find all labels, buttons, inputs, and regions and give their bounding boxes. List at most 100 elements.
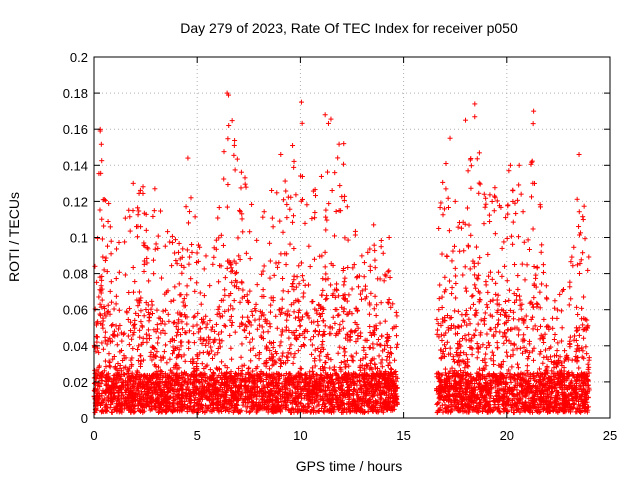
data-point xyxy=(113,301,119,307)
data-point xyxy=(191,340,197,346)
data-point xyxy=(108,279,114,285)
data-point xyxy=(299,273,305,279)
data-point xyxy=(551,337,557,343)
data-point xyxy=(180,246,186,252)
data-point xyxy=(122,272,128,278)
data-point xyxy=(573,348,579,354)
data-point xyxy=(345,237,351,243)
data-point xyxy=(239,216,245,222)
data-point xyxy=(449,285,455,291)
data-point xyxy=(495,345,501,351)
data-point xyxy=(267,275,273,281)
data-point xyxy=(261,209,267,215)
data-point xyxy=(119,409,125,415)
data-point xyxy=(477,255,483,261)
data-point xyxy=(368,332,374,338)
data-point xyxy=(277,364,283,370)
data-point xyxy=(486,342,492,348)
data-point xyxy=(267,324,273,330)
data-point xyxy=(188,276,194,282)
data-point xyxy=(221,176,227,182)
data-point xyxy=(146,278,152,284)
data-point xyxy=(487,326,493,332)
data-point xyxy=(469,293,475,299)
data-point xyxy=(154,307,160,313)
data-point xyxy=(106,363,112,369)
data-point xyxy=(308,337,314,343)
data-point xyxy=(219,370,225,376)
data-point xyxy=(137,298,143,304)
data-point xyxy=(302,392,308,398)
data-point xyxy=(254,237,260,243)
data-point xyxy=(179,270,185,276)
data-point xyxy=(173,333,179,339)
data-point xyxy=(323,277,329,283)
data-point xyxy=(98,304,104,310)
data-point xyxy=(127,214,133,220)
data-point xyxy=(134,234,140,240)
data-point xyxy=(336,141,342,147)
data-point xyxy=(299,260,305,266)
data-point xyxy=(379,333,385,339)
data-point xyxy=(260,268,266,274)
data-point xyxy=(472,282,478,288)
data-point xyxy=(125,316,131,322)
data-point xyxy=(170,320,176,326)
data-point xyxy=(176,240,182,246)
data-point xyxy=(209,355,215,361)
data-point xyxy=(197,290,203,296)
data-point xyxy=(371,242,377,248)
data-point xyxy=(337,183,343,189)
data-point xyxy=(141,357,147,363)
data-point xyxy=(268,302,274,308)
data-point xyxy=(126,342,132,348)
data-point xyxy=(201,266,207,272)
data-point xyxy=(279,353,285,359)
data-point xyxy=(175,320,181,326)
data-point xyxy=(101,223,107,229)
data-point xyxy=(245,366,251,372)
data-point xyxy=(291,354,297,360)
data-point xyxy=(585,361,591,367)
data-point xyxy=(229,118,235,124)
data-point xyxy=(97,301,103,307)
data-point xyxy=(286,335,292,341)
data-point xyxy=(203,342,209,348)
data-point xyxy=(159,275,165,281)
data-point xyxy=(503,334,509,340)
data-point xyxy=(343,364,349,370)
data-point xyxy=(290,360,296,366)
data-point xyxy=(291,158,297,164)
data-point xyxy=(569,254,575,260)
data-point xyxy=(580,322,586,328)
data-point xyxy=(169,263,175,269)
data-point xyxy=(99,286,105,292)
data-point xyxy=(576,224,582,230)
data-point xyxy=(284,215,290,221)
data-point xyxy=(280,229,286,235)
data-point xyxy=(122,215,128,221)
data-point xyxy=(342,235,348,241)
data-point xyxy=(268,309,274,315)
data-point xyxy=(489,198,495,204)
data-point xyxy=(294,274,300,280)
data-point xyxy=(200,320,206,326)
data-point xyxy=(320,276,326,282)
data-point xyxy=(485,289,491,295)
data-point xyxy=(92,343,98,349)
data-point xyxy=(328,282,334,288)
data-point xyxy=(254,282,260,288)
data-point xyxy=(172,284,178,290)
data-point xyxy=(140,335,146,341)
data-point xyxy=(235,235,241,241)
data-point xyxy=(385,269,391,275)
data-point xyxy=(119,338,125,344)
data-point xyxy=(484,304,490,310)
data-point xyxy=(189,249,195,255)
data-point xyxy=(291,164,297,170)
data-point xyxy=(300,294,306,300)
data-point xyxy=(187,328,193,334)
data-point xyxy=(215,306,221,312)
data-point xyxy=(473,312,479,318)
data-point xyxy=(517,293,523,299)
